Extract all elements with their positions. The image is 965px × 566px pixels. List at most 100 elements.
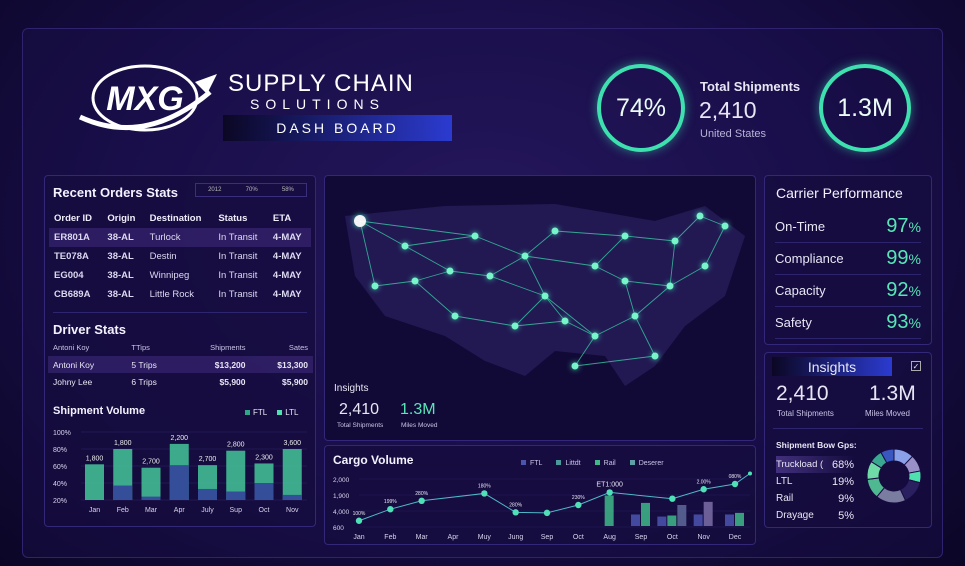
cargo-point[interactable] — [512, 509, 519, 516]
filter-pct-b[interactable]: 58% — [281, 187, 294, 193]
city-node[interactable] — [591, 332, 599, 340]
filter-pct-a[interactable]: 70% — [245, 187, 258, 193]
cargo-point[interactable] — [355, 517, 363, 524]
shipment-volume-chart: 100% 80% 60% 40% 20% 1,800 Jan 1,800 Feb 2,700 Mar… — [53, 430, 307, 514]
total-shipments-value: 2,410 — [699, 97, 757, 123]
route-line — [404, 235, 476, 247]
city-node[interactable] — [371, 282, 379, 290]
route-line — [704, 225, 726, 267]
driver-cell: $5,900 — [219, 376, 246, 387]
route-line — [594, 235, 626, 267]
city-node[interactable] — [651, 352, 659, 360]
cargo-point[interactable] — [418, 497, 425, 504]
cargo-point[interactable] — [606, 489, 613, 496]
city-node[interactable] — [621, 232, 629, 240]
x-tick-label: Feb — [384, 534, 396, 541]
order-cell-eta: 4-MAY — [272, 289, 302, 300]
cargo-point[interactable] — [543, 509, 551, 517]
cargo-point[interactable] — [700, 486, 707, 493]
divider — [773, 428, 923, 429]
bar-ftl — [198, 488, 217, 500]
order-row[interactable]: ER801A 38-AL Turlock In Transit 4-MAY — [49, 228, 311, 247]
x-tick-label: Aug — [603, 534, 616, 541]
filter-year[interactable]: 2012 — [208, 187, 222, 193]
cargo-panel: Cargo Volume FTL Littdt Rail Deserer 2,000 1… — [324, 445, 756, 545]
carrier-metric-label: Capacity — [775, 283, 826, 298]
city-node[interactable] — [666, 282, 674, 290]
driver-header-row: Antoni Koy TTips Shipments Sates — [48, 339, 313, 356]
driver-cell: $13,200 — [214, 359, 246, 370]
city-node[interactable] — [541, 292, 549, 300]
bar-data-label: 2,800 — [227, 442, 245, 449]
x-tick-label: Mar — [145, 507, 158, 514]
insights-miles-label: Miles Moved — [865, 409, 910, 418]
legend-ltl: LTL — [277, 408, 298, 417]
city-node[interactable] — [621, 277, 629, 285]
city-node[interactable] — [401, 242, 409, 250]
shipment-volume-legend: FTL LTL — [245, 408, 298, 417]
city-node[interactable] — [511, 322, 519, 330]
col-trips: TTips — [131, 343, 150, 352]
cargo-point[interactable] — [748, 471, 752, 476]
route-line — [414, 280, 456, 317]
city-node[interactable] — [571, 362, 579, 370]
cargo-point[interactable] — [387, 506, 394, 513]
city-node[interactable] — [696, 212, 704, 220]
bar-ftl — [141, 496, 161, 500]
city-node[interactable] — [471, 232, 479, 240]
driver-row[interactable]: Antoni Koy 5 Trips $13,200 $13,300 — [48, 356, 313, 373]
driver-row[interactable]: Johny Lee 6 Trips $5,900 $5,900 — [48, 373, 313, 390]
cargo-point[interactable] — [669, 495, 676, 502]
cargo-bar-rail — [735, 512, 744, 526]
orders-table: Order ID Origin Destination Status ETA E… — [49, 209, 311, 304]
insights-checkbox[interactable]: ✓ — [911, 361, 921, 371]
x-tick-label: Nov — [697, 534, 710, 541]
cargo-point-label: 180% — [478, 483, 491, 489]
order-cell-origin: 38-AL — [107, 289, 134, 300]
city-node[interactable] — [486, 272, 494, 280]
cargo-bar-rail — [604, 495, 614, 526]
col-shipments: Shipments — [210, 343, 246, 352]
city-node[interactable] — [631, 312, 639, 320]
city-node[interactable] — [671, 237, 679, 245]
city-node[interactable] — [451, 312, 459, 320]
city-node[interactable] — [701, 262, 709, 270]
group-row: LTL 19% — [776, 473, 854, 490]
cargo-point[interactable] — [575, 501, 582, 509]
order-row[interactable]: CB689A 38-AL Little Rock In Transit 4-MAY — [49, 285, 311, 304]
city-node[interactable] — [561, 317, 569, 325]
order-cell-destination: Destin — [149, 251, 177, 262]
legend-ftl: FTL — [245, 408, 267, 417]
group-value: 19% — [831, 475, 854, 488]
order-cell-origin: 38-AL — [107, 232, 134, 243]
route-line — [524, 255, 596, 267]
route-line — [554, 230, 626, 237]
city-node[interactable] — [591, 262, 599, 270]
order-row[interactable]: TE078A 38-AL Destin In Transit 4-MAY — [49, 247, 311, 266]
cargo-bar-ftl — [631, 514, 640, 526]
city-node[interactable] — [721, 222, 729, 230]
carrier-metric-label: Compliance — [775, 251, 844, 266]
city-node[interactable] — [446, 267, 454, 275]
city-node[interactable] — [521, 252, 529, 260]
group-value: 9% — [838, 492, 854, 505]
cargo-line — [358, 473, 751, 522]
bar-data-label: 2,700 — [142, 459, 160, 466]
city-node[interactable] — [354, 215, 366, 227]
order-row[interactable]: EG004 38-AL Winnipeg In Transit 4-MAY — [49, 266, 311, 285]
cargo-bar-littdt — [677, 505, 687, 526]
x-tick-label: Sep — [541, 534, 554, 541]
route-line — [524, 230, 556, 257]
route-line — [414, 270, 451, 282]
driver-stats-title: Driver Stats — [53, 322, 126, 337]
cargo-point[interactable] — [481, 490, 488, 497]
order-cell-origin: 38-AL — [107, 251, 134, 262]
route-line — [564, 320, 596, 337]
order-cell-eta: 4-MAY — [272, 232, 302, 243]
orders-filter[interactable]: 2012 70% 58% — [195, 183, 307, 197]
cargo-point[interactable] — [731, 480, 739, 488]
city-node[interactable] — [411, 277, 419, 285]
city-node[interactable] — [551, 227, 559, 235]
bar-data-label: 2,300 — [255, 454, 273, 461]
route-line — [669, 240, 676, 287]
